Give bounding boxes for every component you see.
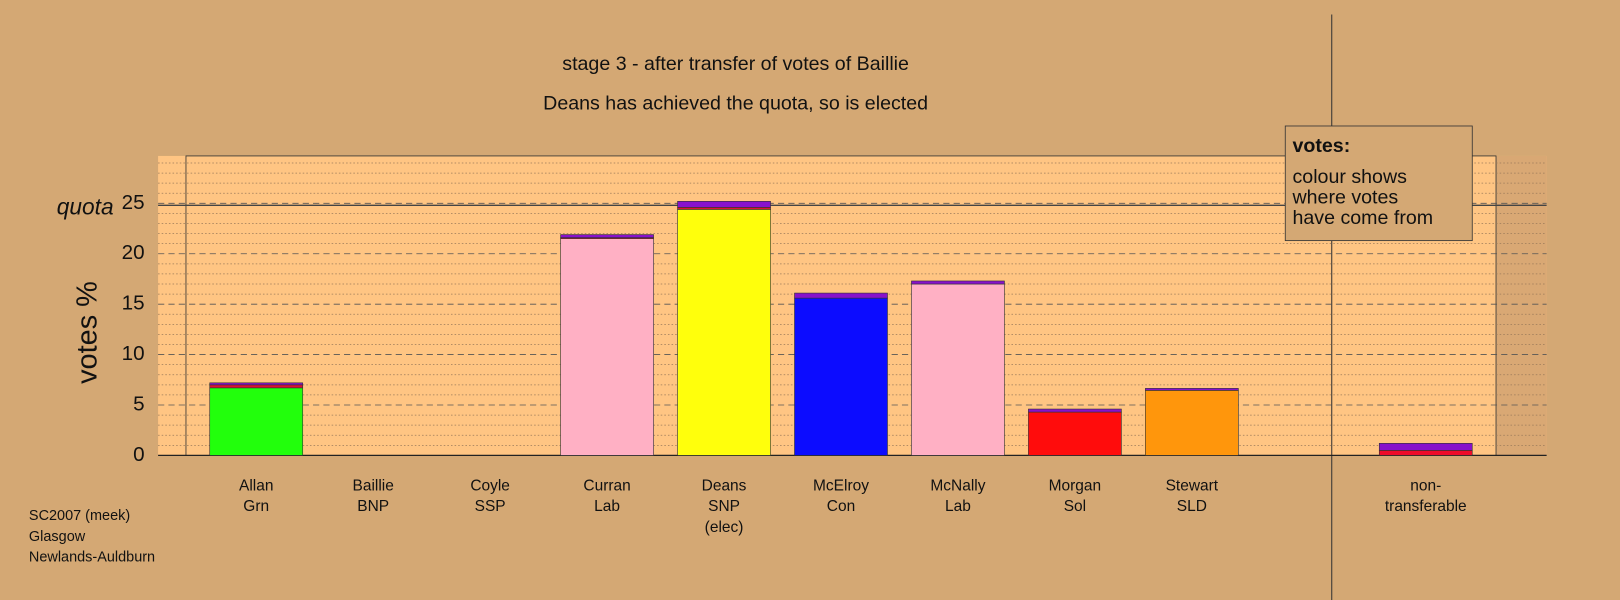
bar-segment — [209, 384, 304, 389]
quota-label: quota — [57, 193, 114, 219]
bar-segment — [1028, 408, 1122, 413]
x-tick-label: Curran — [583, 477, 630, 494]
x-tick-label: SNP — [708, 498, 740, 515]
footer-line: Newlands-Auldburn — [29, 549, 155, 565]
annotation-heading: votes: — [1292, 135, 1350, 157]
x-tick-label: Coyle — [470, 477, 510, 494]
x-tick-label: Allan — [239, 477, 273, 494]
x-tick-label: Lab — [945, 498, 971, 515]
footer-line: SC2007 (meek) — [29, 508, 130, 524]
x-tick-label: transferable — [1385, 498, 1467, 515]
bar-segment — [209, 382, 304, 386]
bar-segment — [677, 201, 771, 208]
bar-segment — [560, 234, 654, 238]
x-tick-label: Con — [827, 498, 855, 515]
annotation-line: have come from — [1292, 207, 1433, 229]
y-tick-label: 20 — [122, 241, 145, 264]
bar-segment — [1378, 443, 1473, 451]
bar-segment — [794, 297, 888, 456]
x-tick-label: Morgan — [1049, 477, 1102, 494]
bar-segment — [560, 238, 654, 456]
chart-subtitle: Deans has achieved the quota, so is elec… — [543, 92, 928, 114]
bar-segment — [1145, 390, 1239, 456]
y-tick-label: 0 — [133, 443, 144, 466]
annotation-line: where votes — [1291, 186, 1398, 208]
y-axis-label: votes % — [71, 281, 103, 384]
bar-segment — [911, 283, 1005, 456]
y-tick-label: 25 — [122, 191, 145, 214]
y-tick-label: 10 — [122, 342, 145, 365]
bar-segment — [677, 209, 771, 456]
footer-line: Glasgow — [29, 529, 86, 545]
y-tick-label: 5 — [133, 392, 144, 415]
x-tick-label: McNally — [930, 477, 985, 494]
bar-segment — [1145, 388, 1239, 391]
x-tick-label: Deans — [702, 477, 747, 494]
x-tick-label: Lab — [594, 498, 620, 515]
annotation-box — [1284, 125, 1473, 242]
bar-segment — [911, 280, 1005, 285]
marks: 0 5 10 15 20 25 quota Allan Grn Baillie BNP Coyle SS… — [57, 162, 1547, 536]
bar-segment — [209, 387, 304, 456]
annotation-line: colour shows — [1292, 166, 1407, 188]
plot-margin — [1496, 155, 1547, 456]
x-tick-label: (elec) — [705, 519, 744, 536]
x-tick-label: SLD — [1177, 498, 1207, 515]
x-tick-label: SSP — [475, 498, 506, 515]
y-tick-label: 15 — [122, 292, 145, 315]
x-tick-label: Grn — [243, 498, 269, 515]
bar-segment — [794, 292, 888, 299]
x-tick-label: McElroy — [813, 477, 869, 494]
bar-segment — [1378, 450, 1473, 456]
x-tick-label: non- — [1410, 477, 1441, 494]
chart-title: stage 3 - after transfer of votes of Bai… — [562, 53, 909, 75]
x-tick-label: Sol — [1064, 498, 1086, 515]
x-tick-label: Baillie — [353, 477, 394, 494]
x-tick-label: Stewart — [1166, 477, 1219, 494]
x-tick-label: BNP — [357, 498, 389, 515]
bar-segment — [1028, 411, 1122, 456]
